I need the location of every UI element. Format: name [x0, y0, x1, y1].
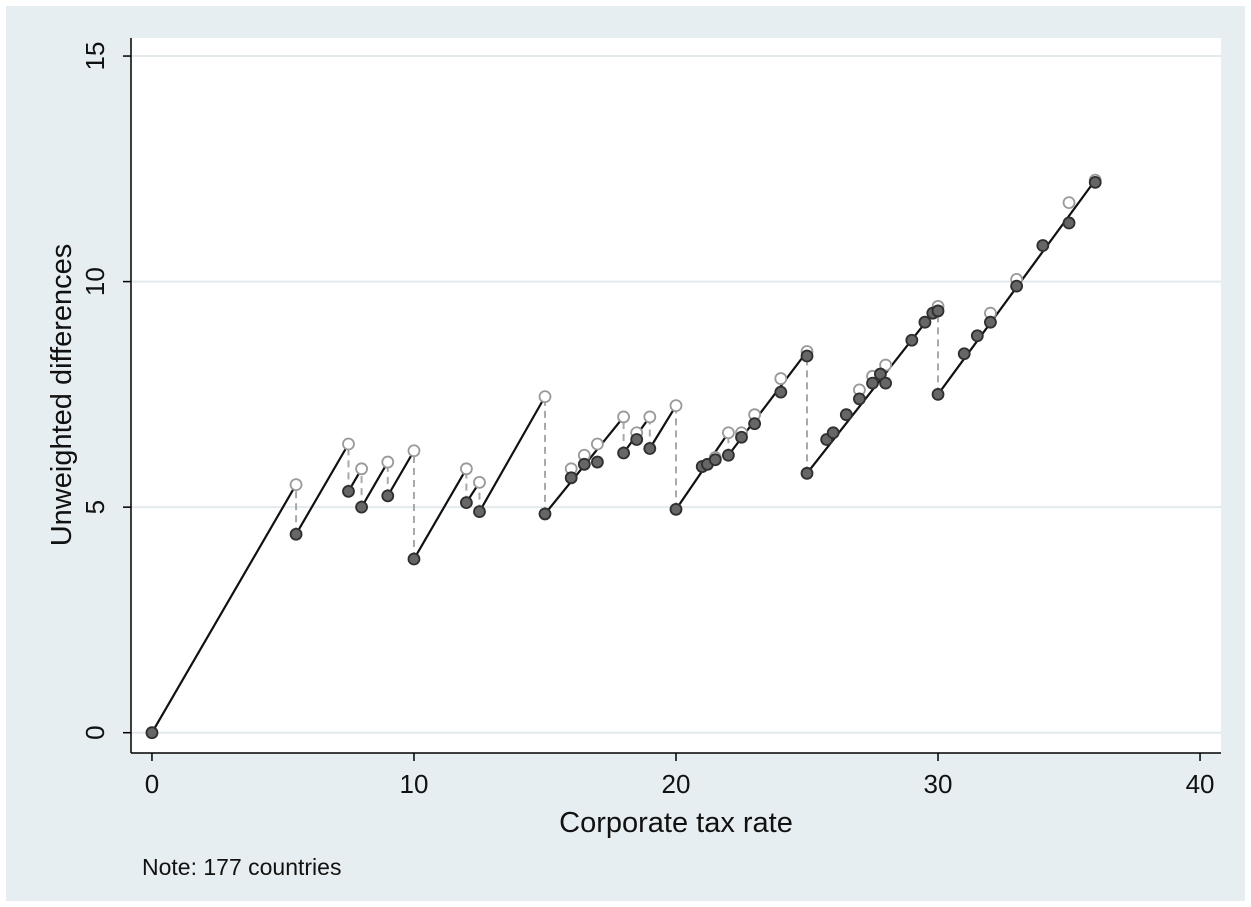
filled-marker: [722, 448, 735, 462]
filled-marker: [905, 333, 919, 347]
filled-marker: [630, 433, 644, 446]
filled-marker: [774, 385, 788, 399]
ticks: 0 5 10 15 0 10 20 30 40: [80, 42, 1214, 799]
filled-marker: [800, 349, 814, 363]
filled-marker: [1036, 239, 1050, 252]
hollow-marker: [381, 455, 395, 469]
x-axis-label: Corporate tax rate: [559, 807, 793, 839]
filled-marker: [564, 471, 578, 485]
y-tick-label: 10: [80, 267, 110, 296]
x-tick-label: 40: [1186, 769, 1215, 799]
filled-marker: [931, 304, 945, 318]
filled-marker: [1062, 216, 1076, 230]
filled-marker: [957, 347, 971, 361]
y-tick-label: 15: [80, 42, 110, 71]
filled-marker: [1010, 279, 1024, 293]
y-axis-label: Unweighted differences: [46, 244, 78, 547]
segment-line: [478, 395, 547, 513]
filled-marker: [839, 408, 853, 422]
filled-marker: [826, 426, 840, 440]
hollow-marker: [538, 390, 552, 404]
x-tick-label: 30: [924, 769, 953, 799]
y-tick-label: 5: [80, 500, 110, 514]
segment-line: [150, 483, 298, 734]
filled-marker: [866, 376, 879, 390]
hollow-marker: [590, 437, 604, 451]
filled-marker: [473, 505, 486, 519]
segment-line: [412, 467, 468, 561]
filled-marker: [970, 329, 984, 343]
segment-line: [360, 460, 389, 509]
chart-note: Note: 177 countries: [142, 854, 342, 880]
hollow-marker: [669, 399, 683, 413]
filled-marker: [145, 726, 159, 740]
filled-marker: [617, 446, 630, 460]
segment-line: [648, 404, 678, 450]
filled-marker: [708, 453, 722, 467]
hollow-marker: [342, 437, 355, 451]
filled-marker: [800, 466, 814, 480]
filled-marker: [577, 457, 591, 471]
filled-marker: [538, 507, 552, 521]
filled-marker: [289, 527, 303, 541]
hollow-marker: [643, 410, 657, 424]
hollow-marker: [459, 462, 473, 476]
hollow-marker: [473, 475, 486, 489]
filled-marker: [735, 430, 748, 444]
filled-marker: [342, 484, 355, 498]
figure: 0 5 10 15 0 10 20 30 40 Corporate tax rate Unwei…: [6, 6, 1245, 901]
data-markers: [145, 173, 1102, 740]
hollow-marker: [1062, 196, 1076, 210]
filled-marker: [355, 500, 368, 514]
segment-line: [386, 449, 416, 497]
filled-marker: [459, 496, 473, 510]
filled-marker: [407, 552, 421, 566]
segment-line: [294, 442, 350, 536]
hollow-marker: [722, 426, 735, 440]
scatter-chart: 0 5 10 15 0 10 20 30 40 Corporate tax rate Unwei…: [46, 38, 1221, 839]
filled-marker: [381, 489, 395, 503]
hollow-marker: [774, 372, 788, 385]
plot-area: [131, 38, 1221, 753]
filled-marker: [931, 387, 945, 401]
filled-marker: [853, 392, 866, 406]
filled-marker: [1088, 175, 1102, 189]
x-tick-label: 10: [400, 769, 429, 799]
filled-marker: [984, 315, 997, 329]
hollow-marker: [407, 444, 421, 458]
filled-marker: [748, 417, 762, 431]
x-tick-label: 20: [662, 769, 691, 799]
x-tick-label: 0: [145, 769, 159, 799]
filled-marker: [879, 376, 893, 390]
filled-marker: [643, 442, 657, 455]
hollow-marker: [617, 410, 630, 424]
hollow-marker: [355, 462, 368, 476]
filled-marker: [669, 503, 683, 516]
filled-marker: [918, 315, 932, 329]
hollow-marker: [289, 478, 303, 491]
filled-marker: [590, 455, 604, 469]
y-tick-label: 0: [80, 725, 110, 739]
